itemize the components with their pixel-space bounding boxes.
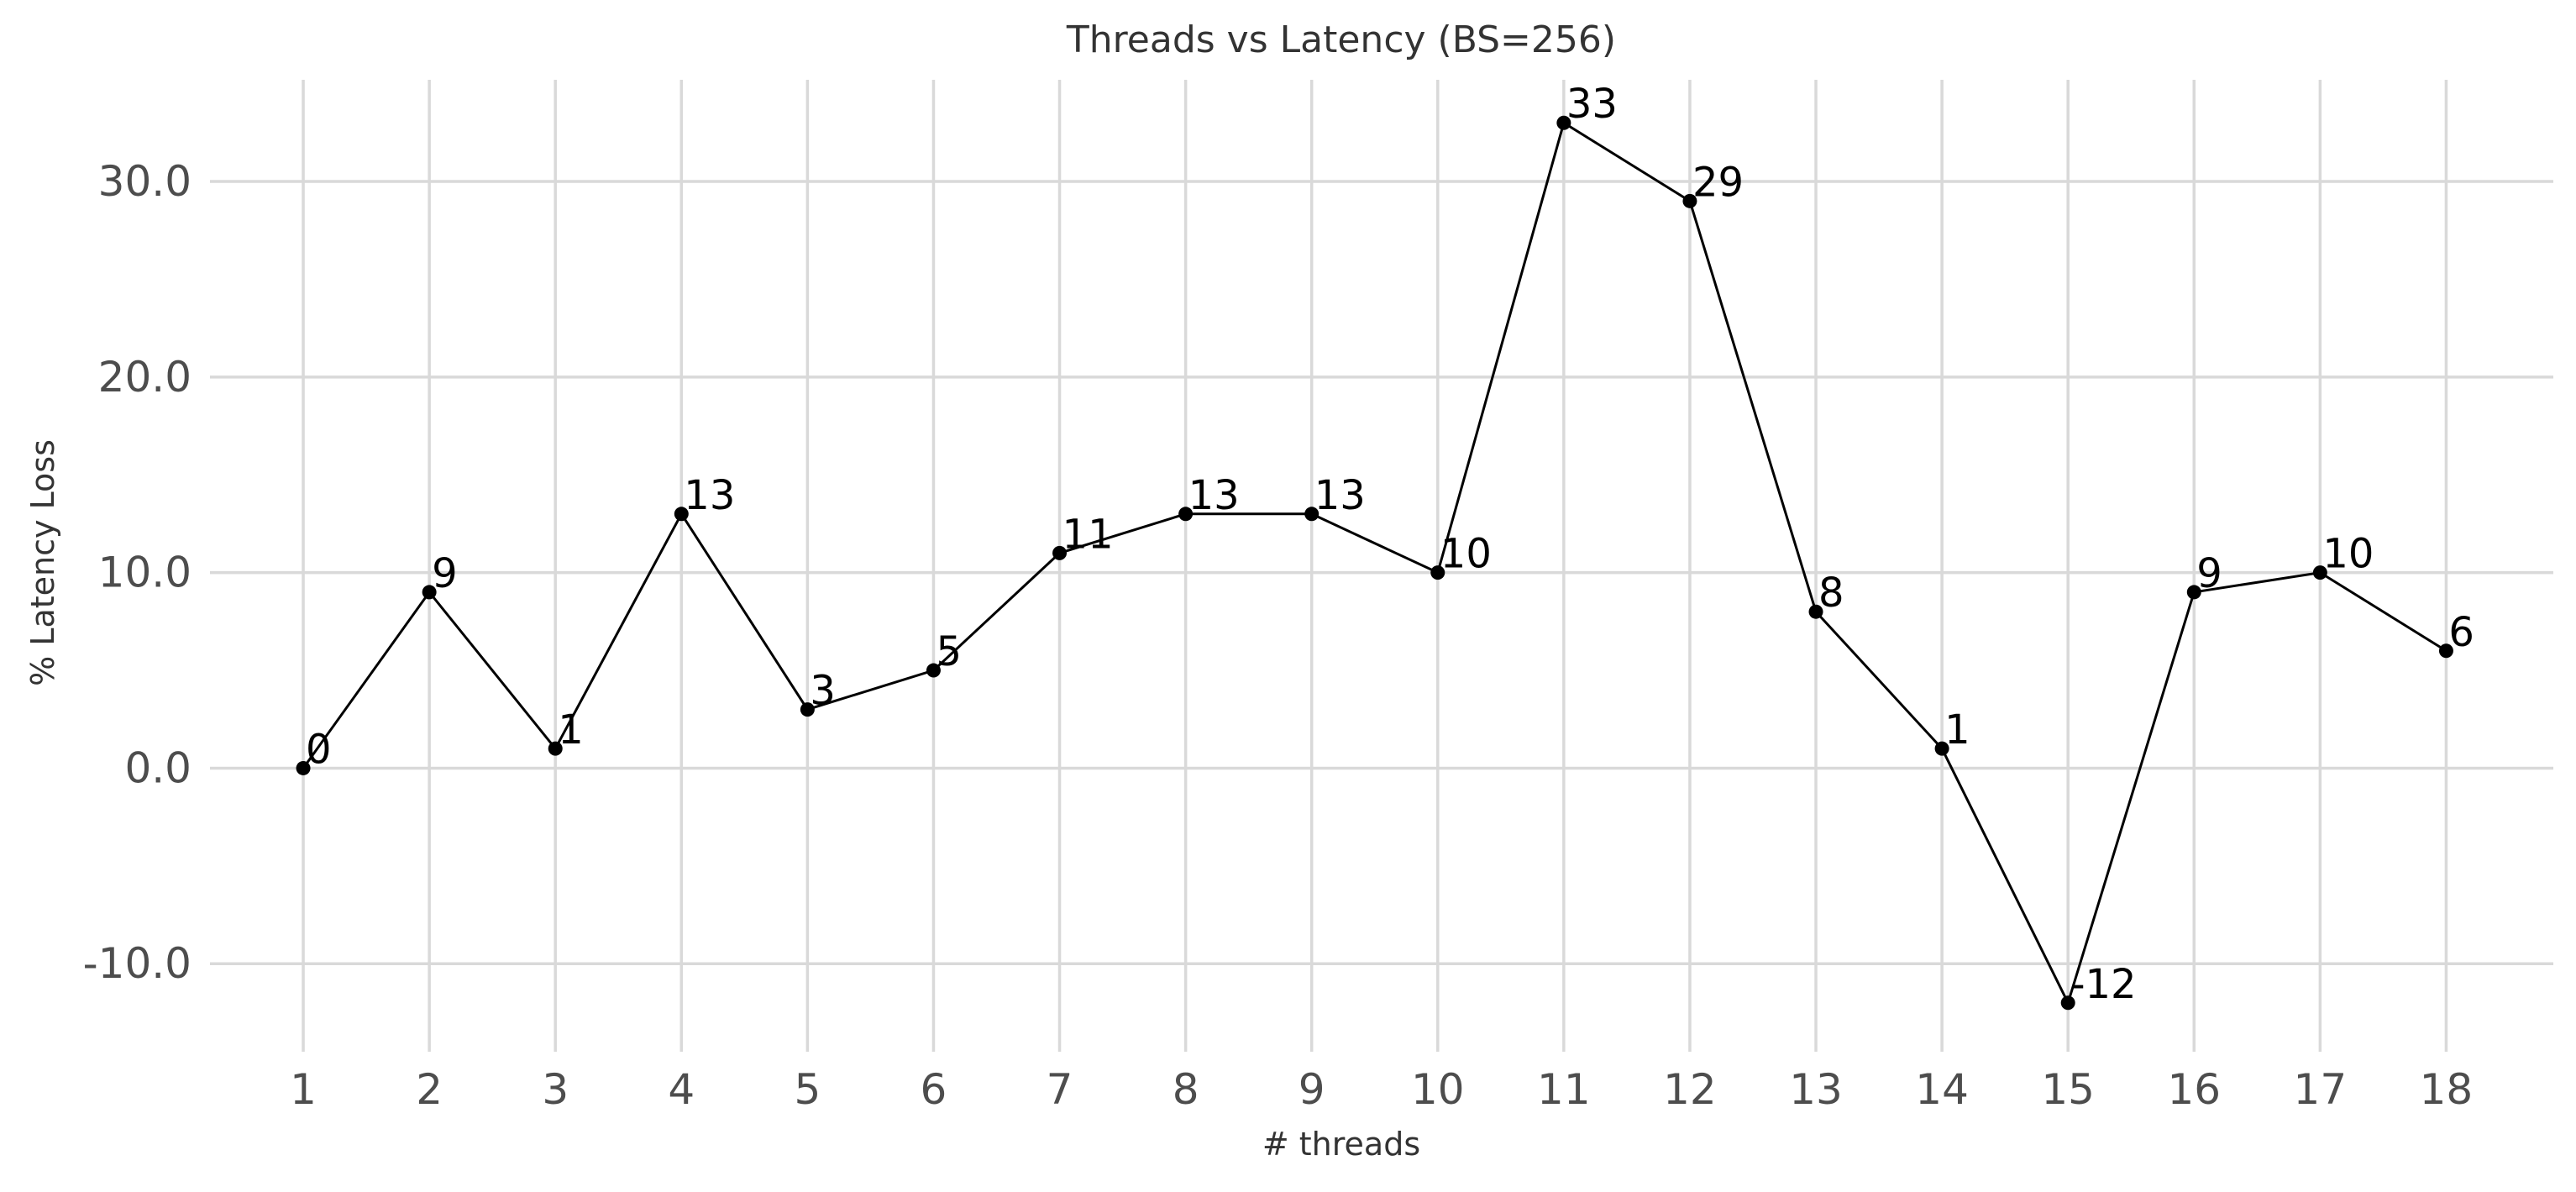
x-axis-label: # threads	[1262, 1126, 1420, 1163]
data-label: 9	[432, 550, 458, 597]
series-line	[302, 120, 2447, 1006]
data-point	[926, 663, 941, 678]
y-axis-label: % Latency Loss	[24, 439, 61, 686]
chart-title: Threads vs Latency (BS=256)	[1066, 18, 1616, 61]
data-point	[548, 741, 563, 756]
data-label: 8	[1818, 570, 1844, 617]
data-label: 13	[1188, 472, 1240, 519]
data-point	[1682, 193, 1697, 208]
x-tick-label: 8	[1173, 1065, 1199, 1114]
data-label: 10	[1440, 531, 1492, 578]
grid-layer	[210, 80, 2553, 1052]
data-label: 3	[810, 668, 836, 715]
data-label: 0	[306, 726, 332, 773]
y-tick-label: -10.0	[83, 939, 191, 988]
x-tick-label: 18	[2420, 1065, 2474, 1114]
data-label: 1	[558, 706, 584, 754]
data-point	[1304, 507, 1319, 522]
data-label: 13	[1314, 472, 1366, 519]
y-tick-label: 20.0	[98, 353, 191, 402]
x-tick-label: 9	[1298, 1065, 1325, 1114]
data-point	[800, 702, 815, 717]
points-layer	[296, 115, 2453, 1011]
x-tick-label: 6	[921, 1065, 947, 1114]
data-label: 10	[2322, 531, 2374, 578]
tick-labels-layer: 1 2 3 4 5 6 7 8 9 10 11 12 13 14 15 16 17 18-10.00.010.02…	[83, 157, 2474, 1114]
x-tick-label: 4	[668, 1065, 695, 1114]
x-tick-label: 2	[416, 1065, 443, 1114]
data-point	[1430, 565, 1445, 580]
x-tick-label: 14	[1915, 1065, 1969, 1114]
data-point	[1556, 115, 1571, 130]
data-point	[674, 507, 689, 522]
x-tick-label: 13	[1789, 1065, 1843, 1114]
y-tick-label: 30.0	[98, 157, 191, 206]
x-tick-label: 5	[794, 1065, 821, 1114]
data-label: -12	[2070, 961, 2136, 1008]
series-layer	[302, 120, 2447, 1006]
data-label: 6	[2448, 609, 2474, 656]
data-label: 33	[1566, 81, 1618, 128]
data-point	[296, 760, 311, 775]
x-tick-label: 12	[1663, 1065, 1717, 1114]
data-label: 1	[1944, 706, 1970, 754]
data-label: 5	[936, 628, 962, 675]
x-tick-label: 16	[2167, 1065, 2221, 1114]
data-point	[2060, 995, 2075, 1011]
data-point	[1178, 507, 1194, 522]
x-tick-label: 1	[290, 1065, 317, 1114]
data-label: 13	[684, 472, 735, 519]
y-tick-label: 0.0	[124, 743, 191, 792]
data-point	[1934, 741, 1949, 756]
x-tick-label: 3	[542, 1065, 569, 1114]
data-labels-layer: 0 9 1 13 3 5 11 13 13 10 33 29 8 1 -12 9 10 6	[306, 81, 2474, 1008]
data-point	[2186, 585, 2201, 600]
x-tick-label: 15	[2041, 1065, 2095, 1114]
data-label: 11	[1062, 511, 1114, 558]
data-point	[2312, 565, 2327, 580]
data-point	[1808, 604, 1823, 619]
x-tick-label: 17	[2294, 1065, 2348, 1114]
x-tick-label: 11	[1537, 1065, 1591, 1114]
data-label: 29	[1692, 159, 1744, 206]
data-point	[2438, 643, 2453, 659]
x-tick-label: 10	[1411, 1065, 1465, 1114]
data-label: 9	[2196, 550, 2222, 597]
y-tick-label: 10.0	[98, 549, 191, 597]
x-tick-label: 7	[1047, 1065, 1073, 1114]
data-point	[1052, 545, 1068, 560]
data-point	[422, 585, 437, 600]
